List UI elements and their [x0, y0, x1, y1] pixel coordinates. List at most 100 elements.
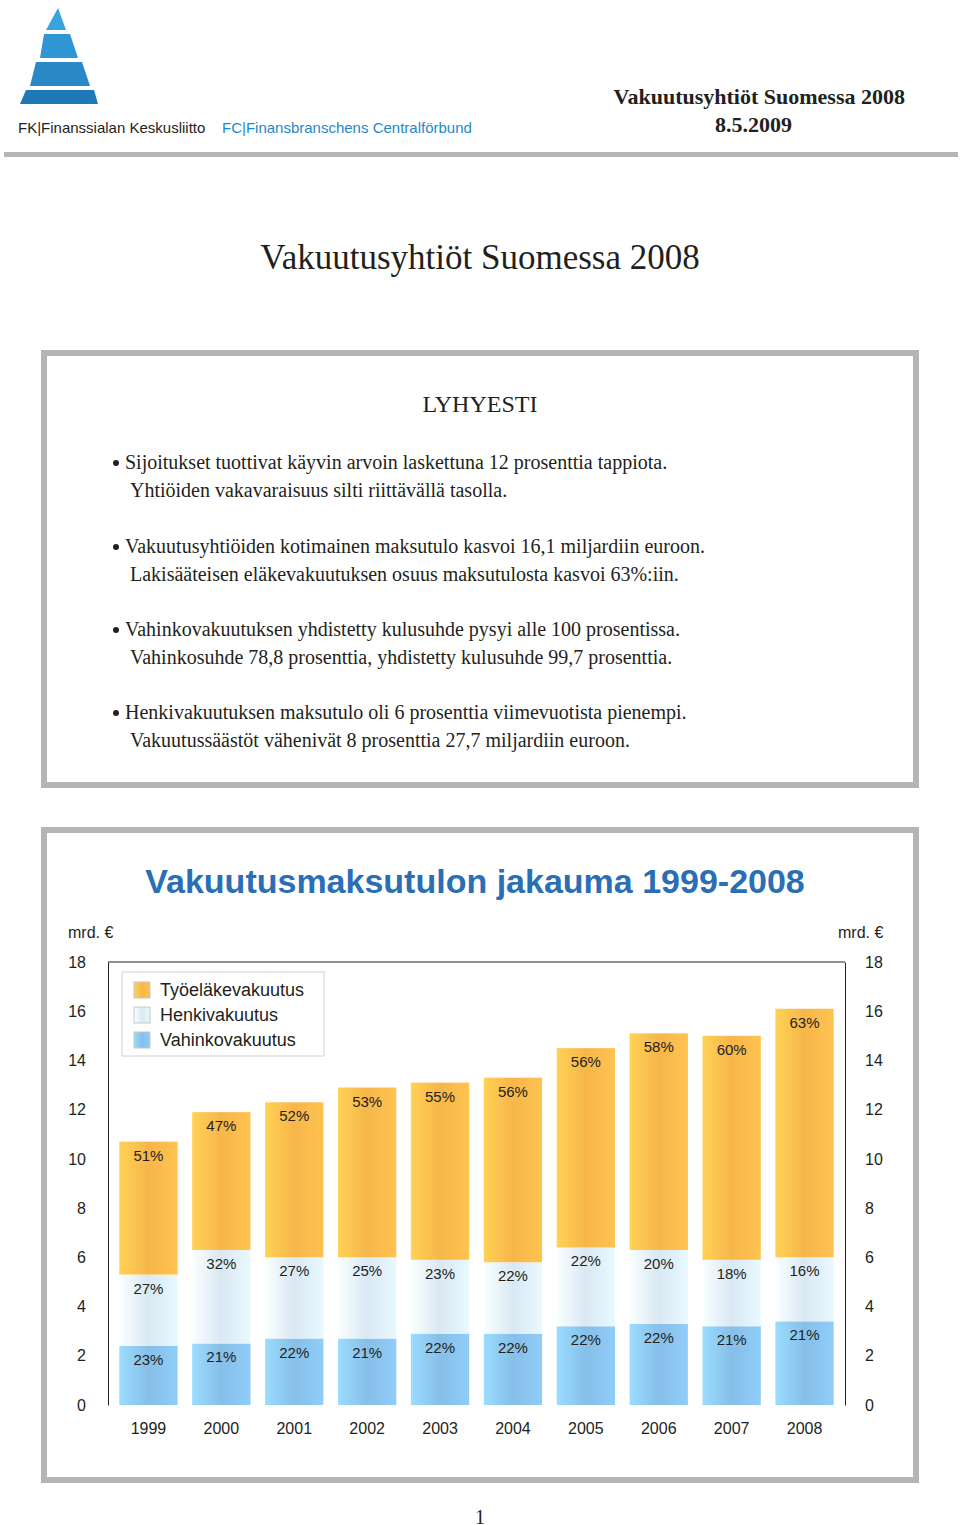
bar — [338, 1339, 396, 1405]
tick: 12 — [68, 1101, 108, 1118]
bullet — [113, 710, 119, 716]
tick-label: 2008 — [787, 1420, 823, 1437]
page-title: Vakuutusyhtiöt Suomessa 2008 — [260, 238, 699, 277]
share-label: 22% — [571, 1331, 601, 1348]
tick: 2008 — [787, 1405, 823, 1437]
chart-box — [44, 830, 916, 1480]
tick: 2003 — [422, 1405, 458, 1437]
logo-shape — [30, 62, 90, 86]
bar — [484, 1262, 542, 1333]
summary-box — [44, 353, 916, 785]
legend-swatch — [134, 982, 150, 998]
tick-label: 12 — [865, 1101, 883, 1118]
tick-label: 2002 — [349, 1420, 385, 1437]
y-axis: 024681012141618 — [68, 954, 108, 1414]
bar — [557, 1326, 615, 1405]
tick: 12 — [845, 1101, 883, 1118]
org-name: FK|Finanssialan Keskusliitto — [18, 119, 205, 136]
bullet — [113, 544, 119, 550]
tick-label: 14 — [68, 1052, 86, 1069]
share-label: 22% — [498, 1339, 528, 1356]
tick: 4 — [77, 1298, 108, 1315]
share-label: 23% — [425, 1265, 455, 1282]
share-label: 58% — [644, 1038, 674, 1055]
tick-label: 8 — [865, 1200, 874, 1217]
share-label: 51% — [133, 1147, 163, 1164]
tick: 0 — [845, 1397, 874, 1414]
summary-line: Henkivakuutuksen maksutulo oli 6 prosent… — [125, 701, 687, 724]
axis-unit: mrd. € — [68, 924, 113, 941]
bar — [338, 1257, 396, 1338]
share-label: 20% — [644, 1255, 674, 1272]
summary-line: Yhtiöiden vakavaraisuus silti riittäväll… — [130, 479, 507, 501]
tick: 0 — [77, 1397, 108, 1414]
tick-label: 16 — [68, 1003, 86, 1020]
share-label: 21% — [790, 1326, 820, 1343]
tick: 16 — [68, 1003, 108, 1020]
tick-label: 14 — [865, 1052, 883, 1069]
bullet — [113, 460, 119, 466]
tick: 18 — [68, 954, 108, 971]
bar — [192, 1112, 250, 1250]
summary-line: Vahinkosuhde 78,8 prosenttia, yhdistetty… — [130, 646, 672, 669]
tick: 18 — [845, 954, 883, 971]
bar — [702, 1326, 760, 1405]
plot-frame — [108, 962, 845, 963]
tick: 2006 — [641, 1405, 677, 1437]
summary-line: Vakuutussäästöt vähenivät 8 prosenttia 2… — [130, 729, 630, 752]
tick-label: 2007 — [714, 1420, 750, 1437]
bar — [119, 1346, 177, 1405]
summary-line: Sijoitukset tuottivat käyvin arvoin lask… — [125, 451, 667, 474]
page: FK|Finanssialan KeskusliittoFC|Finansbra… — [0, 0, 960, 1525]
summary-heading: LYHYESTI — [423, 391, 538, 417]
share-label: 18% — [717, 1265, 747, 1282]
tick: 16 — [845, 1003, 883, 1020]
legend-label: Vahinkovakuutus — [160, 1030, 296, 1050]
bar — [411, 1260, 469, 1334]
tick-label: 2001 — [276, 1420, 312, 1437]
bar — [630, 1033, 688, 1250]
legend-swatch — [134, 1032, 150, 1048]
tick-label: 10 — [865, 1151, 883, 1168]
bar — [265, 1102, 323, 1257]
tick: 1999 — [131, 1405, 167, 1437]
tick: 2 — [845, 1347, 874, 1364]
axis-line — [113, 1405, 842, 1406]
bar — [557, 1247, 615, 1326]
share-label: 22% — [425, 1339, 455, 1356]
axis-line — [108, 963, 109, 1406]
share-label: 56% — [571, 1053, 601, 1070]
tick-label: 1999 — [131, 1420, 167, 1437]
header-title: Vakuutusyhtiöt Suomessa 2008 — [614, 84, 905, 109]
share-label: 22% — [279, 1344, 309, 1361]
bar — [192, 1250, 250, 1344]
share-label: 16% — [790, 1262, 820, 1279]
share-label: 25% — [352, 1262, 382, 1279]
bar — [338, 1088, 396, 1258]
logo-shape — [20, 90, 98, 104]
bars — [119, 1009, 833, 1405]
legend-box — [122, 972, 324, 1056]
tick-label: 6 — [77, 1249, 86, 1266]
tick: 2001 — [276, 1405, 312, 1437]
bar — [411, 1334, 469, 1405]
tick-label: 16 — [865, 1003, 883, 1020]
tick: 2002 — [349, 1405, 385, 1437]
axis-line — [845, 963, 846, 1406]
share-label: 63% — [790, 1014, 820, 1031]
tick: 2007 — [714, 1405, 750, 1437]
header-date: 8.5.2009 — [715, 112, 792, 137]
bar — [484, 1334, 542, 1405]
bar — [411, 1083, 469, 1260]
tick-label: 18 — [865, 954, 883, 971]
bar — [557, 1048, 615, 1247]
bar — [484, 1078, 542, 1263]
header-rule — [4, 152, 958, 157]
bar — [702, 1036, 760, 1260]
legend-label: Henkivakuutus — [160, 1005, 278, 1025]
page-number: 1 — [475, 1506, 485, 1525]
bar — [265, 1339, 323, 1405]
tick-label: 2000 — [204, 1420, 240, 1437]
tick: 14 — [68, 1052, 108, 1069]
legend-label: Työeläkevakuutus — [160, 980, 304, 1000]
